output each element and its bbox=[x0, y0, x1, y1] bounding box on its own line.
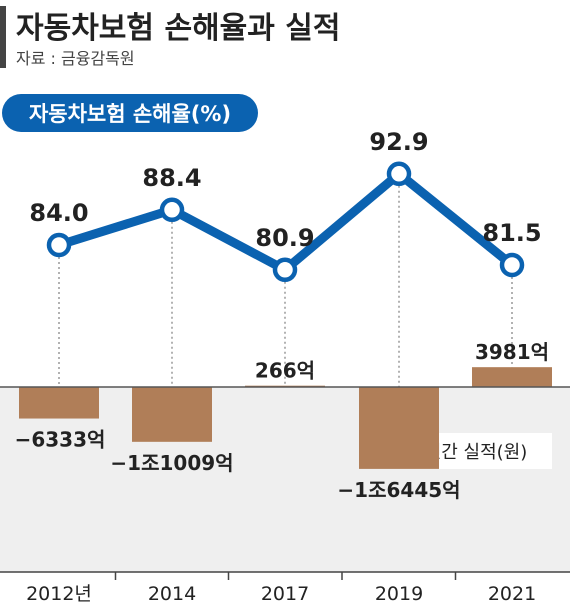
x-tick-label: 2019 bbox=[375, 583, 423, 605]
x-tick-label: 2017 bbox=[261, 583, 309, 605]
loss-ratio-label: 81.5 bbox=[482, 219, 541, 247]
bar bbox=[359, 387, 439, 469]
chart-source: 자료 : 금융감독원 bbox=[16, 49, 135, 68]
line-legend-badge bbox=[2, 94, 258, 132]
x-tick-label: 2012년 bbox=[26, 583, 92, 605]
bar-value-label: −6333억 bbox=[15, 428, 106, 452]
x-tick-label: 2021 bbox=[488, 583, 536, 605]
loss-ratio-point bbox=[159, 197, 185, 223]
loss-ratio-label: 92.9 bbox=[369, 128, 428, 156]
chart-title: 자동차보험 손해율과 실적 bbox=[16, 11, 341, 46]
loss-ratio-label: 80.9 bbox=[255, 224, 314, 252]
title-accent-bar bbox=[0, 6, 6, 68]
bar-value-label: −1조1009억 bbox=[110, 451, 233, 475]
loss-ratio-point bbox=[272, 257, 298, 283]
bar-legend-label: 연간 실적(원) bbox=[425, 442, 528, 463]
bar bbox=[19, 387, 99, 419]
line-legend-label: 자동차보험 손해율(%) bbox=[29, 102, 231, 126]
loss-ratio-label: 84.0 bbox=[29, 199, 88, 227]
bar bbox=[132, 387, 212, 442]
bar-value-label: −1조6445억 bbox=[337, 478, 460, 502]
loss-ratio-point bbox=[499, 252, 525, 278]
bar-value-label: 266억 bbox=[255, 359, 315, 383]
loss-ratio-line bbox=[54, 169, 517, 275]
loss-ratio-point bbox=[46, 232, 72, 258]
x-tick-label: 2014 bbox=[148, 583, 196, 605]
bar bbox=[472, 367, 552, 387]
loss-ratio-label: 88.4 bbox=[142, 164, 201, 192]
bar-value-label: 3981억 bbox=[475, 340, 549, 364]
loss-ratio-point bbox=[386, 161, 412, 187]
